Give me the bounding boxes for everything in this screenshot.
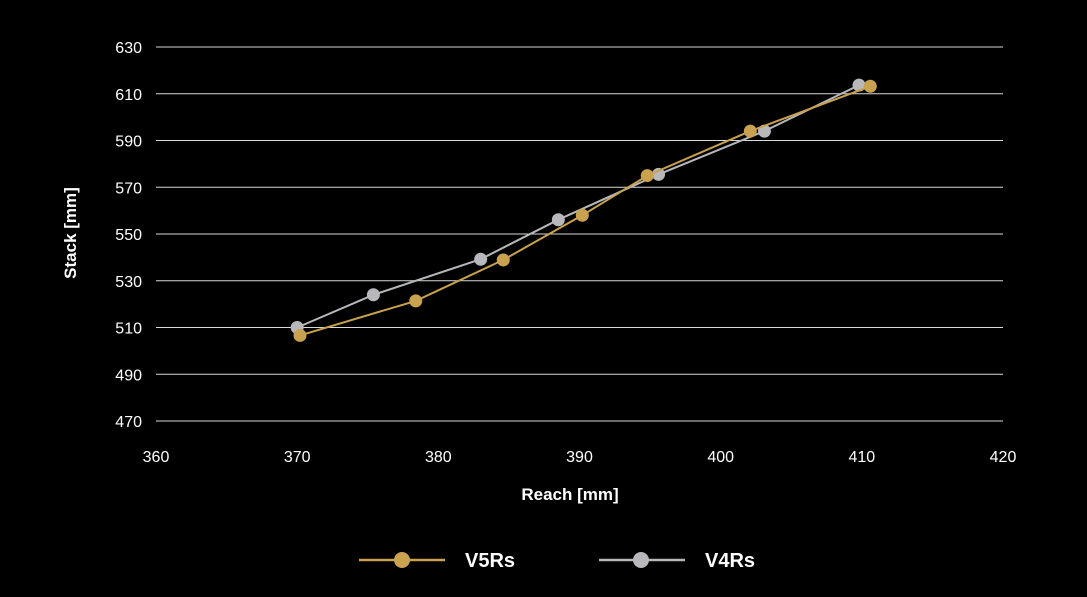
x-tick-label: 380	[425, 449, 452, 466]
y-tick-label: 490	[115, 367, 142, 384]
x-tick-label: 370	[284, 449, 311, 466]
legend-label-v5rs: V5Rs	[465, 550, 515, 572]
data-point-v5rs	[496, 253, 510, 267]
grid-lines	[156, 46, 1003, 422]
y-tick-label: 470	[115, 414, 142, 431]
series-v5rs	[293, 79, 877, 342]
data-point-v4rs	[551, 213, 565, 227]
data-series	[290, 78, 877, 342]
y-axis-title: Stack [mm]	[61, 187, 80, 279]
data-point-v4rs	[366, 288, 380, 302]
x-axis-title: Reach [mm]	[521, 485, 618, 504]
legend: V5Rs V4Rs	[359, 550, 755, 572]
data-point-v5rs	[863, 79, 877, 93]
data-point-v5rs	[575, 208, 589, 222]
series-v4rs	[290, 78, 866, 334]
legend-item-v4rs: V4Rs	[599, 550, 755, 572]
x-tick-label: 420	[990, 449, 1017, 466]
x-tick-label: 360	[143, 449, 170, 466]
legend-label-v4rs: V4Rs	[705, 550, 755, 572]
y-tick-label: 550	[115, 227, 142, 244]
data-point-v5rs	[640, 169, 654, 183]
legend-item-v5rs: V5Rs	[359, 550, 515, 572]
data-point-v4rs	[474, 252, 488, 266]
data-point-v5rs	[293, 328, 307, 342]
x-tick-label: 390	[566, 449, 593, 466]
y-tick-label: 630	[115, 40, 142, 57]
data-point-v5rs	[743, 124, 757, 138]
legend-marker-v4rs	[633, 552, 649, 568]
y-tick-label: 610	[115, 87, 142, 104]
y-tick-label: 590	[115, 134, 142, 151]
legend-marker-v5rs	[394, 552, 410, 568]
y-tick-label: 510	[115, 321, 142, 338]
x-tick-label: 400	[707, 449, 734, 466]
axis-ticks: 470 490 510 530 550 570 590 610 630 360 370 380 390 4…	[115, 40, 1016, 466]
y-tick-label: 570	[115, 180, 142, 197]
data-point-v5rs	[409, 294, 423, 308]
x-tick-label: 410	[848, 449, 875, 466]
y-tick-label: 530	[115, 274, 142, 291]
